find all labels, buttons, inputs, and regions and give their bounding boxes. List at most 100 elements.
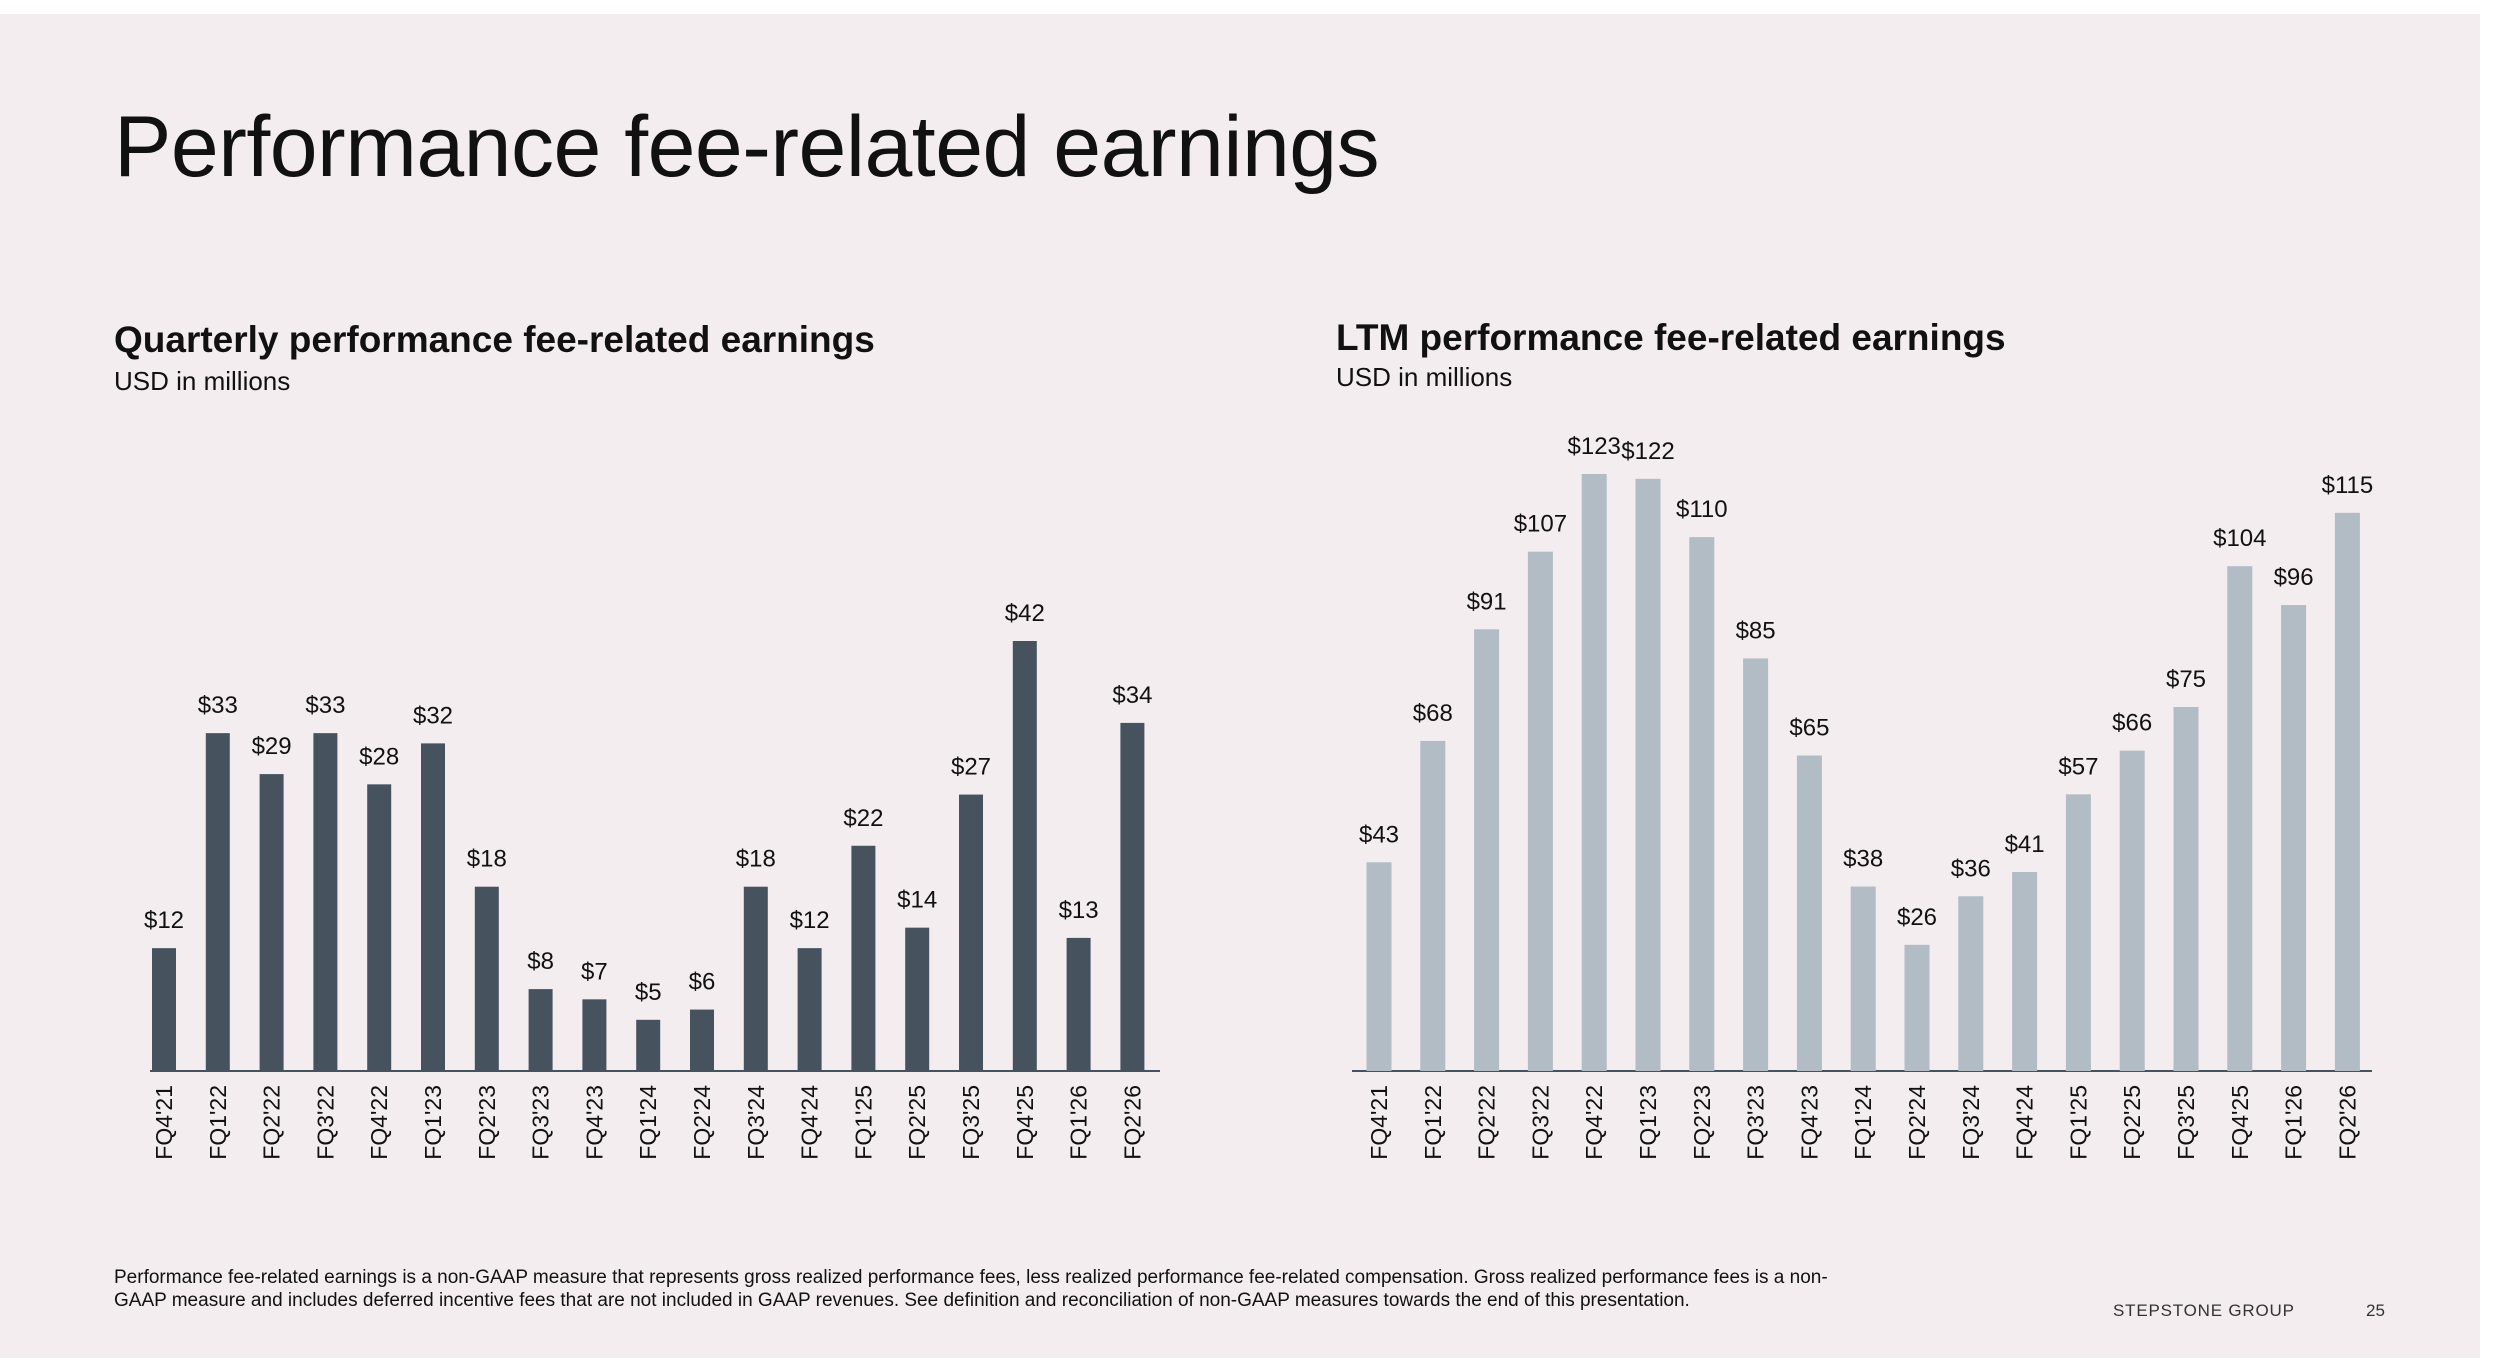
quarterly-data-label: $14: [897, 887, 937, 914]
ltm-tick-label: FQ3'24: [1958, 1085, 1984, 1160]
ltm-data-label: $110: [1676, 496, 1728, 523]
ltm-tick-label: FQ3'23: [1743, 1085, 1769, 1160]
quarterly-data-label: $34: [1112, 682, 1152, 709]
ltm-bar: [2173, 706, 2199, 1071]
ltm-bar: [2065, 794, 2091, 1071]
quarterly-bar: [905, 927, 930, 1071]
ltm-tick-label: FQ2'25: [2119, 1085, 2145, 1160]
page-number: 25: [2366, 1301, 2385, 1320]
quarterly-bar: [152, 948, 176, 1071]
quarterly-tick-label: FQ2'25: [904, 1085, 930, 1160]
ltm-tick-label: FQ4'22: [1581, 1085, 1607, 1160]
ltm-tick-label: FQ1'24: [1850, 1085, 1876, 1160]
ltm-tick-label: FQ4'23: [1796, 1085, 1822, 1160]
ltm-data-label: $115: [2322, 472, 2374, 499]
ltm-data-label: $122: [1621, 438, 1674, 465]
ltm-bar: [1796, 755, 1822, 1071]
quarterly-bar: [205, 733, 230, 1071]
quarterly-bar: [259, 774, 284, 1071]
quarterly-chart-title: Quarterly performance fee-related earnin…: [114, 319, 875, 360]
ltm-data-label: $38: [1843, 846, 1883, 873]
quarterly-bar: [636, 1019, 661, 1071]
quarterly-bar: [1012, 641, 1037, 1071]
quarterly-bar: [313, 733, 338, 1071]
ltm-bar: [2012, 872, 2038, 1071]
quarterly-data-label: $12: [144, 907, 184, 934]
quarterly-bar: [1066, 937, 1091, 1071]
ltm-bar: [1635, 478, 1661, 1072]
quarterly-tick-label: FQ4'23: [581, 1085, 607, 1160]
ltm-bar: [1689, 537, 1715, 1071]
quarterly-data-label: $27: [951, 754, 991, 781]
quarterly-tick-label: FQ2'26: [1119, 1085, 1145, 1160]
ltm-tick-label: FQ4'21: [1366, 1085, 1392, 1160]
ltm-data-label: $57: [2058, 753, 2098, 780]
ltm-tick-label: FQ2'22: [1474, 1085, 1500, 1160]
quarterly-tick-label: FQ2'23: [474, 1085, 500, 1160]
quarterly-bar: [743, 886, 768, 1071]
ltm-bar: [2227, 566, 2253, 1071]
quarterly-bar: [421, 743, 445, 1071]
ltm-tick-label: FQ2'24: [1904, 1085, 1930, 1160]
quarterly-data-label: $22: [843, 805, 883, 832]
quarterly-data-label: $13: [1059, 897, 1099, 924]
quarterly-data-label: $12: [790, 907, 830, 934]
quarterly-data-label: $33: [305, 692, 345, 719]
ltm-data-label: $26: [1897, 904, 1937, 931]
quarterly-data-label: $32: [413, 702, 453, 729]
quarterly-bar-chart: $12 FQ4'21 $33 FQ1'22 $29 FQ2'22 $33 FQ3'22 $28 F…: [144, 600, 1160, 1160]
quarterly-tick-label: FQ4'24: [797, 1085, 823, 1160]
quarterly-bar: [528, 989, 553, 1071]
quarterly-tick-label: FQ4'25: [1012, 1085, 1038, 1160]
quarterly-tick-label: FQ1'24: [635, 1085, 661, 1160]
quarterly-data-label: $18: [467, 846, 507, 873]
quarterly-tick-label: FQ4'21: [151, 1085, 177, 1160]
quarterly-tick-label: FQ3'25: [958, 1085, 984, 1160]
ltm-data-label: $65: [1789, 715, 1829, 742]
ltm-data-label: $41: [2005, 831, 2045, 858]
ltm-data-label: $85: [1736, 617, 1776, 644]
quarterly-data-label: $18: [736, 846, 776, 873]
ltm-data-label: $123: [1568, 433, 1621, 460]
brand-name: STEPSTONE GROUP: [2113, 1301, 2295, 1320]
ltm-data-label: $75: [2166, 666, 2206, 693]
ltm-data-label: $68: [1413, 700, 1453, 727]
ltm-bar: [1474, 629, 1500, 1071]
ltm-data-label: $36: [1951, 855, 1991, 882]
quarterly-data-label: $7: [581, 958, 608, 985]
quarterly-tick-label: FQ2'22: [259, 1085, 285, 1160]
slide: Performance fee-related earnings Quarter…: [0, 14, 2480, 1358]
quarterly-tick-label: FQ1'22: [205, 1085, 231, 1160]
ltm-data-label: $107: [1514, 511, 1567, 538]
quarterly-data-label: $33: [198, 692, 238, 719]
ltm-tick-label: FQ1'23: [1635, 1085, 1661, 1160]
quarterly-data-label: $8: [527, 948, 554, 975]
page-title: Performance fee-related earnings: [114, 99, 1380, 195]
ltm-bar: [1743, 658, 1769, 1071]
ltm-bar: [1850, 886, 1876, 1071]
quarterly-tick-label: FQ4'22: [366, 1085, 392, 1160]
ltm-tick-label: FQ1'22: [1420, 1085, 1446, 1160]
quarterly-data-label: $6: [689, 969, 716, 996]
quarterly-data-label: $28: [359, 743, 399, 770]
quarterly-bar: [690, 1009, 714, 1071]
quarterly-bar: [1120, 722, 1145, 1071]
quarterly-data-label: $42: [1005, 600, 1045, 627]
ltm-bar: [2281, 605, 2307, 1071]
ltm-bar: [1420, 740, 1446, 1071]
ltm-bar: [1958, 896, 1984, 1071]
ltm-tick-label: FQ4'25: [2227, 1085, 2253, 1160]
quarterly-bar: [851, 845, 876, 1071]
ltm-data-label: $66: [2112, 710, 2152, 737]
quarterly-bar: [797, 948, 822, 1071]
ltm-tick-label: FQ3'22: [1527, 1085, 1553, 1160]
ltm-tick-label: FQ1'25: [2065, 1085, 2091, 1160]
ltm-tick-label: FQ1'26: [2281, 1085, 2307, 1160]
ltm-bar: [2119, 750, 2145, 1071]
ltm-bar: [1527, 551, 1553, 1071]
ltm-tick-label: FQ2'26: [2334, 1085, 2360, 1160]
ltm-bar: [1581, 474, 1607, 1071]
quarterly-tick-label: FQ2'24: [689, 1085, 715, 1160]
quarterly-tick-label: FQ3'22: [312, 1085, 338, 1160]
quarterly-chart-subtitle: USD in millions: [114, 366, 291, 396]
